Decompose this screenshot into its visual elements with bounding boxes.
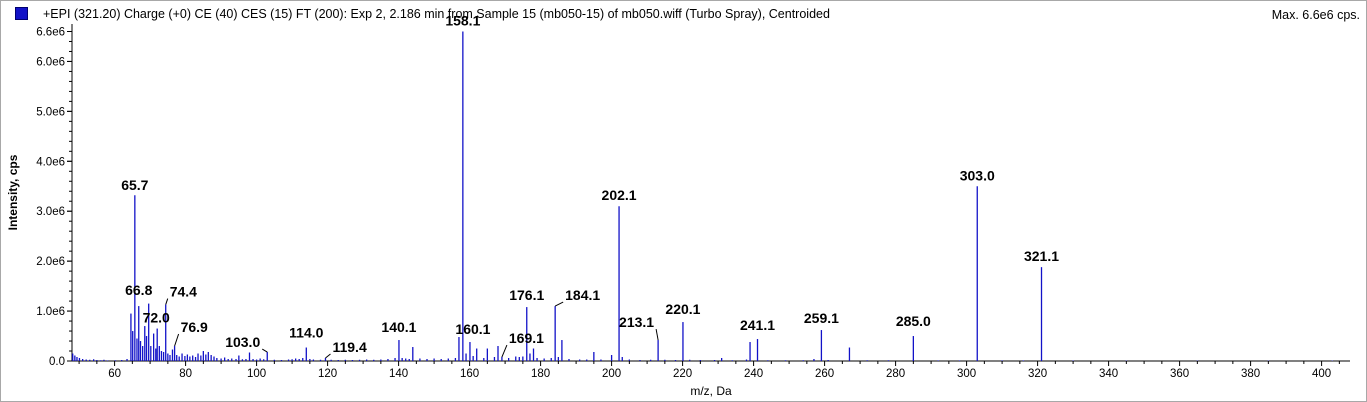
peak-label: 169.1 xyxy=(509,330,544,346)
x-tick-label: 320 xyxy=(1028,368,1047,380)
peak-label: 184.1 xyxy=(565,287,600,303)
peak-label: 72.0 xyxy=(143,310,170,326)
x-tick-label: 340 xyxy=(1099,368,1118,380)
peak-label: 285.0 xyxy=(896,313,931,329)
peak-label: 160.1 xyxy=(455,321,490,337)
peak-label-leader xyxy=(261,348,268,353)
x-tick-label: 60 xyxy=(108,368,121,380)
y-axis-title: Intensity, cps xyxy=(6,154,20,230)
series-legend-swatch[interactable] xyxy=(15,7,28,20)
peak-label: 103.0 xyxy=(225,334,260,350)
x-tick-label: 280 xyxy=(886,368,905,380)
peak-label: 321.1 xyxy=(1024,248,1059,264)
x-tick-label: 80 xyxy=(179,368,192,380)
peak-label: 119.4 xyxy=(332,339,366,355)
x-tick-label: 220 xyxy=(673,368,692,380)
peak-label-leader xyxy=(501,344,508,358)
x-tick-label: 180 xyxy=(531,368,550,380)
x-tick-label: 380 xyxy=(1241,368,1260,380)
y-tick-label: 0.0 xyxy=(49,356,65,368)
peak-label: 259.1 xyxy=(804,310,839,326)
peak-label: 241.1 xyxy=(740,317,775,333)
peak-label-leader xyxy=(174,333,180,347)
y-tick-label: 3.0e6 xyxy=(36,206,65,218)
peak-label: 220.1 xyxy=(665,301,700,317)
max-intensity-label: Max. 6.6e6 cps. xyxy=(1271,8,1360,22)
x-axis-title: m/z, Da xyxy=(690,384,732,398)
peak-label: 76.9 xyxy=(181,319,208,335)
y-tick-label: 5.0e6 xyxy=(36,106,65,118)
spectrum-title: +EPI (321.20) Charge (+0) CE (40) CES (1… xyxy=(43,7,830,21)
peak-label: 65.7 xyxy=(121,177,148,193)
axes: 60 80 100 120 140 160 180 200 220 240 260 280 300 320… xyxy=(36,24,1350,380)
peak-labels: 158.1 65.7 202.1 303.0 321.1 66.8 74.472.0 76.9… xyxy=(121,12,1059,359)
peak-label: 66.8 xyxy=(125,282,152,298)
y-tick-label: 1.0e6 xyxy=(36,306,65,318)
x-tick-label: 240 xyxy=(744,368,763,380)
x-tick-label: 100 xyxy=(247,368,266,380)
peak-label: 114.0 xyxy=(289,325,323,341)
peak-label: 202.1 xyxy=(602,187,637,203)
x-tick-label: 260 xyxy=(815,368,834,380)
y-tick-label: 2.0e6 xyxy=(36,256,65,268)
x-tick-label: 360 xyxy=(1170,368,1189,380)
y-tick-label: 6.6e6 xyxy=(36,26,65,38)
peak-label: 303.0 xyxy=(960,167,995,183)
x-tick-label: 140 xyxy=(389,368,408,380)
peak-label: 74.4 xyxy=(170,284,197,300)
x-tick-label: 160 xyxy=(460,368,479,380)
x-tick-label: 120 xyxy=(318,368,337,380)
peak-label: 176.1 xyxy=(509,287,544,303)
y-tick-label: 6.0e6 xyxy=(36,56,65,68)
peak-label: 140.1 xyxy=(381,319,416,335)
peak-label-leader xyxy=(325,353,331,359)
x-tick-label: 400 xyxy=(1312,368,1331,380)
x-tick-label: 200 xyxy=(602,368,621,380)
peak-label-leader xyxy=(165,298,169,305)
peak-label-leader xyxy=(655,328,659,341)
x-tick-label: 300 xyxy=(957,368,976,380)
spectrum-header: +EPI (321.20) Charge (+0) CE (40) CES (1… xyxy=(1,1,1366,27)
peak-series xyxy=(72,31,1333,361)
peak-label: 213.1 xyxy=(619,314,654,330)
peak-label: 158.1 xyxy=(445,12,480,28)
y-tick-label: 4.0e6 xyxy=(36,156,65,168)
peak-label-leader xyxy=(554,301,564,307)
